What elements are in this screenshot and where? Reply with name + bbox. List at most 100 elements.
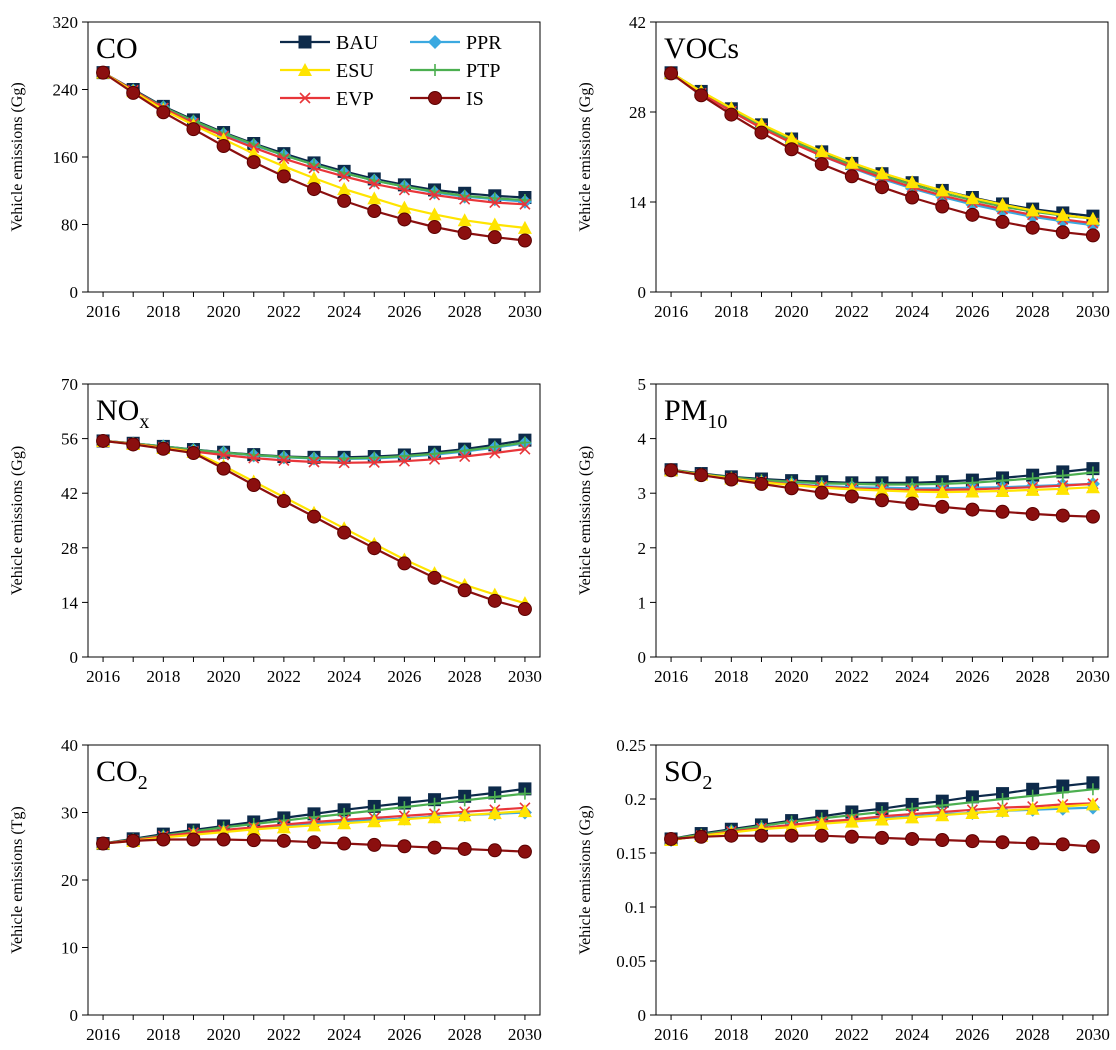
panel-title: CO	[96, 32, 138, 65]
panel-title: CO2	[96, 755, 148, 794]
data-point-ptp	[488, 790, 501, 803]
x-tick-label: 2018	[714, 667, 748, 686]
panel-title-main: PM	[664, 394, 707, 427]
data-point-evp	[278, 153, 290, 165]
y-tick-label: 80	[61, 216, 78, 235]
legend-label: PTP	[466, 60, 500, 82]
x-tick-label: 2028	[1016, 302, 1050, 321]
x-tick-label: 2022	[267, 302, 301, 321]
y-axis-label: Vehicle emissions (Gg)	[577, 805, 594, 954]
x-tick-label: 2026	[387, 302, 421, 321]
data-point-esu	[276, 820, 291, 834]
data-point-evp	[398, 184, 410, 196]
x-tick-label: 2026	[955, 1025, 989, 1044]
data-point-is	[216, 139, 231, 154]
data-point-is	[724, 107, 739, 122]
y-tick-label: 0.05	[616, 952, 646, 971]
y-tick-label: 0	[70, 1006, 79, 1025]
x-tick-label: 2024	[327, 667, 362, 686]
data-point-is	[307, 835, 321, 850]
y-tick-label: 0	[70, 648, 79, 667]
data-point-is	[754, 828, 769, 843]
data-point-esu	[427, 207, 442, 221]
data-point-is	[337, 193, 352, 208]
data-point-is	[664, 831, 679, 846]
y-tick-label: 42	[629, 13, 646, 32]
data-point-ptp	[217, 446, 230, 459]
data-point-is	[995, 214, 1010, 229]
panel-title-main: CO	[96, 755, 138, 788]
data-point-esu	[397, 812, 412, 826]
y-tick-label: 4	[638, 430, 647, 449]
legend-label: IS	[466, 88, 484, 110]
data-point-is	[965, 834, 980, 849]
data-point-is	[367, 541, 382, 556]
data-point-esu	[905, 810, 920, 824]
data-point-is	[965, 502, 980, 517]
x-tick-label: 2024	[895, 667, 930, 686]
legend-entry-bau: BAU	[280, 32, 379, 54]
legend-label: BAU	[336, 32, 379, 54]
data-point-is	[487, 593, 502, 608]
x-tick-label: 2016	[86, 302, 120, 321]
data-point-evp	[428, 453, 441, 465]
data-point-is	[397, 556, 412, 571]
data-point-is	[814, 828, 829, 843]
data-point-ptp	[518, 787, 531, 800]
x-tick-label: 2020	[775, 302, 809, 321]
data-point-esu	[276, 159, 291, 173]
data-point-esu	[1025, 482, 1040, 496]
data-point-is	[995, 835, 1010, 850]
chart-panel-co: 0 80 160 240 320 2016 2018 2020 2022 2024 2026 2028…	[9, 13, 542, 321]
series-is	[96, 832, 532, 859]
data-point-is	[276, 833, 291, 848]
legend-marker-ppr	[428, 35, 442, 49]
data-point-evp	[368, 456, 380, 468]
panel-title-subscript: 2	[702, 772, 712, 794]
data-point-is	[457, 225, 472, 240]
data-point-esu	[965, 806, 980, 820]
y-tick-label: 10	[61, 939, 78, 958]
x-tick-label: 2022	[267, 1025, 301, 1044]
data-point-esu	[935, 485, 950, 499]
x-tick-label: 2022	[835, 1025, 869, 1044]
data-point-esu	[487, 217, 502, 231]
y-axis-label: Vehicle emissions (Tg)	[9, 806, 26, 954]
y-tick-label: 0.1	[625, 898, 646, 917]
panel-title-subscript: 10	[707, 411, 727, 433]
y-tick-label: 0	[638, 283, 647, 302]
data-point-is	[246, 833, 261, 848]
data-point-evp	[308, 456, 320, 468]
data-point-is	[96, 836, 111, 851]
panel-title: PM10	[664, 394, 727, 433]
data-point-ptp	[518, 436, 531, 449]
data-point-esu	[517, 220, 532, 234]
y-axis-label: Vehicle emissions (Gg)	[577, 446, 594, 595]
y-axis-label: Vehicle emissions (Gg)	[9, 446, 26, 595]
data-point-is	[1025, 506, 1040, 521]
data-point-is	[156, 441, 171, 456]
panel-title-subscript: 2	[138, 772, 148, 794]
data-point-is	[487, 843, 502, 858]
y-tick-label: 28	[61, 539, 78, 558]
y-tick-label: 0	[638, 1006, 647, 1025]
data-point-is	[694, 88, 709, 103]
y-tick-label: 2	[638, 539, 647, 558]
data-point-is	[664, 463, 679, 478]
x-tick-label: 2016	[86, 667, 120, 686]
y-tick-label: 5	[638, 375, 647, 394]
x-tick-label: 2028	[448, 1025, 482, 1044]
x-tick-label: 2030	[508, 302, 542, 321]
data-point-evp	[489, 447, 501, 459]
series-esu	[664, 797, 1100, 847]
x-tick-label: 2026	[955, 667, 989, 686]
y-tick-label: 56	[61, 430, 78, 449]
series-is	[96, 433, 532, 617]
data-point-is	[246, 478, 261, 493]
data-point-ptp	[428, 447, 441, 460]
y-tick-label: 0	[70, 283, 79, 302]
y-axis-label: Vehicle emissions (Gg)	[577, 82, 594, 231]
panel-title: SO2	[664, 755, 712, 794]
data-point-evp	[459, 193, 471, 205]
y-tick-label: 0.2	[625, 790, 646, 809]
